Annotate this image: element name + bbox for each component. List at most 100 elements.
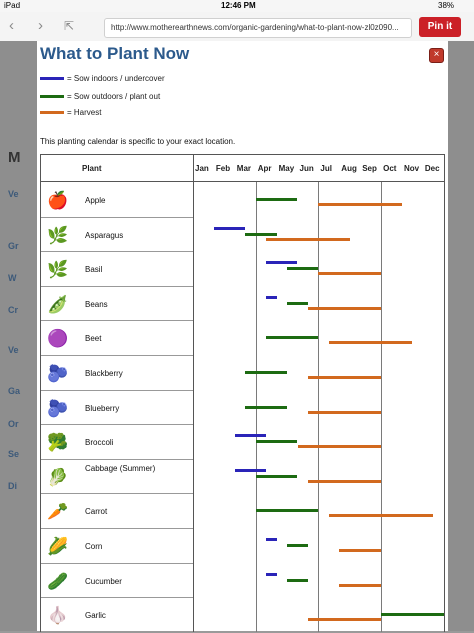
plant-row[interactable]: 🥬 Cabbage (Summer)	[41, 459, 193, 495]
background-text: M	[8, 149, 21, 166]
plant-name: Beet	[85, 334, 102, 344]
back-icon[interactable]: ‹	[9, 17, 14, 34]
plant-row[interactable]: 🌿 Asparagus	[41, 217, 193, 253]
quarter-line	[381, 182, 383, 632]
plant-row[interactable]: 🥕 Carrot	[41, 493, 193, 529]
plant-name: Beans	[85, 299, 108, 309]
apple-icon: 🍎	[47, 191, 69, 210]
legend-swatch	[40, 111, 64, 115]
beet-icon: 🟣	[47, 329, 69, 349]
plant-row[interactable]: 🧄 Garlic	[41, 597, 193, 633]
plant-row[interactable]: 🌽 Corn	[41, 528, 193, 564]
plant-row[interactable]: 🫐 Blackberry	[41, 355, 193, 391]
planting-calendar-modal: What to Plant Now × = Sow indoors / unde…	[37, 41, 448, 633]
background-text: Ga	[8, 386, 21, 396]
harvest-bar	[307, 376, 382, 379]
harvest-bar	[307, 410, 382, 414]
sow-outdoors-bar	[381, 613, 444, 617]
sow-outdoors-bar	[255, 474, 298, 478]
plant-name: Carrot	[85, 507, 108, 517]
clock: 12:46 PM	[221, 1, 256, 10]
chart-header: Plant Jan Feb Mar Apr May Jun Jul Aug Sep Oct Nov D…	[41, 155, 444, 182]
broccoli-icon: 🥦	[47, 433, 69, 453]
month-header: Oct	[383, 164, 397, 173]
background-text: Ve	[8, 345, 19, 355]
ios-status-bar: iPad 12:46 PM 38%	[0, 0, 474, 12]
legend-swatch	[40, 77, 64, 81]
sow-outdoors-bar	[287, 578, 308, 582]
harvest-bar	[297, 445, 382, 449]
sow-outdoors-bar	[287, 267, 319, 271]
plant-name: Cucumber	[85, 576, 122, 586]
carrot-icon: 🥕	[47, 502, 69, 522]
sow-indoors-bar	[266, 261, 298, 265]
basil-icon: 🌿	[47, 260, 69, 280]
harvest-bar	[318, 272, 382, 276]
plant-name: Basil	[85, 265, 103, 275]
month-header: May	[278, 164, 295, 173]
sow-indoors-bar	[266, 538, 277, 541]
sow-indoors-bar	[234, 468, 267, 472]
month-header: Apr	[257, 164, 272, 173]
harvest-bar	[266, 237, 350, 241]
cabbage-icon: 🥬	[47, 467, 69, 487]
sow-outdoors-bar	[287, 301, 308, 305]
harvest-bar	[339, 583, 382, 587]
legend-harvest: = Harvest	[40, 108, 101, 117]
background-text: Se	[8, 449, 20, 459]
background-text: Ve	[8, 189, 19, 199]
plant-row[interactable]: 🌿 Basil	[41, 251, 193, 287]
forward-icon[interactable]: ›	[38, 17, 43, 34]
plant-column-header: Plant	[82, 164, 102, 173]
blackberry-icon: 🫐	[47, 364, 69, 383]
quarter-line	[318, 182, 320, 632]
plant-name: Asparagus	[85, 230, 124, 240]
plant-name: Garlic	[85, 611, 106, 621]
plant-row[interactable]: 🟣 Beet	[41, 320, 193, 356]
plant-row[interactable]: 🫛 Beans	[41, 286, 193, 322]
harvest-bar	[307, 306, 382, 310]
background-text: Gr	[8, 241, 19, 251]
sow-outdoors-bar	[245, 371, 288, 374]
plant-row[interactable]: 🥦 Broccoli	[41, 424, 193, 460]
legend-swatch	[40, 95, 64, 99]
plant-name: Cabbage (Summer)	[85, 463, 156, 473]
month-header: Sep	[362, 164, 377, 173]
background-text: Cr	[8, 305, 19, 315]
harvest-bar	[328, 514, 434, 518]
device-label: iPad	[4, 1, 21, 10]
sow-indoors-bar	[213, 226, 246, 230]
sow-indoors-bar	[266, 295, 277, 299]
planting-chart: Plant Jan Feb Mar Apr May Jun Jul Aug Sep Oct Nov D…	[40, 154, 445, 633]
month-header: Jan	[195, 164, 209, 173]
month-header: Nov	[404, 164, 420, 173]
month-header: Mar	[236, 164, 252, 173]
corn-icon: 🌽	[47, 537, 69, 556]
share-icon[interactable]: ⇱	[64, 19, 75, 33]
plant-name: Apple	[85, 196, 106, 205]
sow-indoors-bar	[266, 572, 277, 576]
sow-outdoors-bar	[266, 336, 319, 340]
sow-outdoors-bar	[255, 509, 319, 513]
asparagus-icon: 🌿	[47, 225, 69, 245]
plant-row[interactable]: 🫐 Blueberry	[41, 390, 193, 426]
battery-percent: 38%	[438, 1, 455, 10]
sow-indoors-bar	[234, 434, 267, 438]
close-icon[interactable]: ×	[429, 48, 444, 63]
legend-sow-outdoors: = Sow outdoors / plant out	[40, 92, 160, 101]
plant-row[interactable]: 🍎 Apple	[41, 182, 193, 218]
blueberry-icon: 🫐	[47, 398, 69, 418]
sow-outdoors-bar	[245, 232, 277, 236]
plant-row[interactable]: 🥒 Cucumber	[41, 563, 193, 599]
harvest-bar	[307, 618, 382, 622]
month-header: Jun	[299, 164, 314, 173]
legend-sow-indoors: = Sow indoors / undercover	[40, 74, 165, 83]
url-bar[interactable]: http://www.motherearthnews.com/organic-g…	[104, 18, 412, 38]
harvest-bar	[307, 479, 382, 483]
sow-outdoors-bar	[255, 440, 298, 444]
month-header: Jul	[320, 164, 332, 173]
pin-it-button[interactable]: Pin it	[419, 17, 461, 37]
modal-title: What to Plant Now	[40, 44, 190, 63]
location-note: This planting calendar is specific to yo…	[40, 137, 236, 146]
month-header: Feb	[215, 164, 231, 173]
